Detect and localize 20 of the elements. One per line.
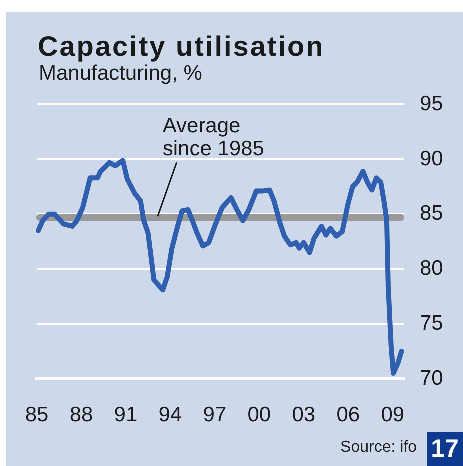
chart-title: Capacity utilisation	[38, 31, 325, 62]
x-tick-label: 91	[114, 403, 138, 426]
x-tick-label: 94	[158, 403, 182, 426]
x-tick-label: 03	[292, 403, 316, 426]
chart-subtitle: Manufacturing, %	[39, 62, 202, 85]
source-note: Source: ifo	[340, 439, 417, 457]
x-tick-label: 09	[381, 403, 405, 426]
y-tick-label: 95	[420, 92, 444, 116]
y-tick-label: 85	[420, 202, 444, 226]
y-tick-label: 75	[420, 312, 444, 335]
text: 17	[427, 432, 463, 466]
x-tick-label: 88	[70, 403, 94, 426]
y-tick-label: 80	[420, 257, 444, 280]
x-tick-label: 00	[248, 403, 272, 426]
x-tick-label: 06	[336, 403, 360, 426]
y-tick-label: 90	[420, 147, 444, 170]
ref-line-label: Average since 1985	[162, 114, 264, 161]
y-tick-label: 70	[420, 366, 444, 390]
x-tick-label: 85	[25, 403, 49, 426]
x-tick-label: 97	[203, 403, 227, 426]
